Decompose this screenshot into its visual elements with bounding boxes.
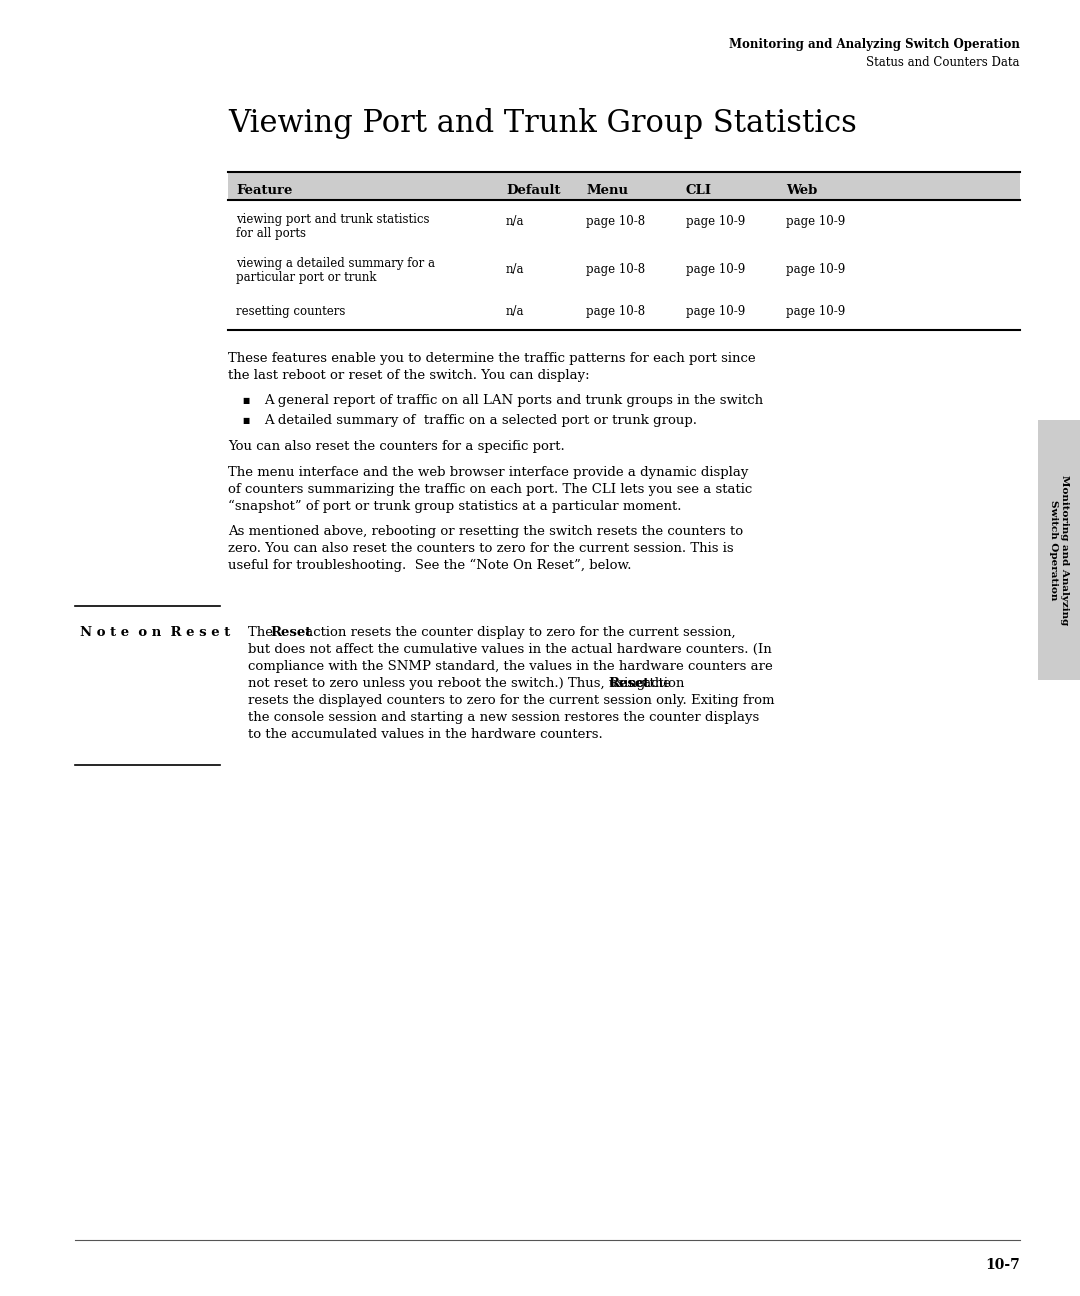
Text: Reset: Reset (270, 626, 311, 639)
Bar (1038, 420, 1080, 680)
Text: resets the displayed counters to zero for the current session only. Exiting from: resets the displayed counters to zero fo… (248, 693, 774, 708)
Text: ■: ■ (242, 416, 249, 425)
Text: particular port or trunk: particular port or trunk (237, 271, 377, 284)
Text: n/a: n/a (507, 306, 525, 319)
Text: to the accumulated values in the hardware counters.: to the accumulated values in the hardwar… (248, 728, 603, 741)
Text: Monitoring and Analyzing Switch Operation: Monitoring and Analyzing Switch Operatio… (729, 38, 1020, 51)
Text: n/a: n/a (507, 215, 525, 228)
Text: Viewing Port and Trunk Group Statistics: Viewing Port and Trunk Group Statistics (228, 108, 856, 139)
Text: The: The (248, 626, 278, 639)
Text: As mentioned above, rebooting or resetting the switch resets the counters to: As mentioned above, rebooting or resetti… (228, 525, 743, 538)
Text: ■: ■ (242, 397, 249, 406)
Text: CLI: CLI (686, 184, 712, 197)
Text: Feature: Feature (237, 184, 293, 197)
Text: for all ports: for all ports (237, 227, 306, 240)
Text: 10-7: 10-7 (985, 1258, 1020, 1271)
Text: Status and Counters Data: Status and Counters Data (866, 56, 1020, 69)
Text: N o t e  o n  R e s e t: N o t e o n R e s e t (80, 626, 230, 639)
Text: page 10-8: page 10-8 (586, 263, 645, 276)
Text: of counters summarizing the traffic on each port. The CLI lets you see a static: of counters summarizing the traffic on e… (228, 483, 753, 496)
Text: Default: Default (507, 184, 561, 197)
Text: page 10-9: page 10-9 (686, 215, 745, 228)
Text: “snapshot” of port or trunk group statistics at a particular moment.: “snapshot” of port or trunk group statis… (228, 500, 681, 513)
Text: zero. You can also reset the counters to zero for the current session. This is: zero. You can also reset the counters to… (228, 542, 733, 555)
Text: Web: Web (786, 184, 818, 197)
Text: resetting counters: resetting counters (237, 306, 346, 319)
Text: not reset to zero unless you reboot the switch.) Thus, using the: not reset to zero unless you reboot the … (248, 677, 675, 689)
Text: page 10-9: page 10-9 (786, 263, 846, 276)
Text: A detailed summary of  traffic on a selected port or trunk group.: A detailed summary of traffic on a selec… (264, 413, 697, 426)
Text: These features enable you to determine the traffic patterns for each port since: These features enable you to determine t… (228, 353, 756, 365)
Text: useful for troubleshooting.  See the “Note On Reset”, below.: useful for troubleshooting. See the “Not… (228, 559, 632, 573)
Text: n/a: n/a (507, 263, 525, 276)
Text: page 10-9: page 10-9 (786, 306, 846, 319)
Text: page 10-9: page 10-9 (686, 306, 745, 319)
Text: compliance with the SNMP standard, the values in the hardware counters are: compliance with the SNMP standard, the v… (248, 660, 773, 673)
Text: viewing a detailed summary for a: viewing a detailed summary for a (237, 257, 435, 270)
Text: The menu interface and the web browser interface provide a dynamic display: The menu interface and the web browser i… (228, 467, 748, 480)
Text: Menu: Menu (586, 184, 627, 197)
Text: A general report of traffic on all LAN ports and trunk groups in the switch: A general report of traffic on all LAN p… (264, 394, 764, 407)
Text: action resets the counter display to zero for the current session,: action resets the counter display to zer… (300, 626, 735, 639)
Text: the last reboot or reset of the switch. You can display:: the last reboot or reset of the switch. … (228, 369, 590, 382)
Text: page 10-9: page 10-9 (686, 263, 745, 276)
Text: Reset: Reset (609, 677, 650, 689)
Bar (228, 172, 1020, 200)
Text: the console session and starting a new session restores the counter displays: the console session and starting a new s… (248, 712, 759, 724)
Text: page 10-8: page 10-8 (586, 215, 645, 228)
Text: You can also reset the counters for a specific port.: You can also reset the counters for a sp… (228, 441, 565, 454)
Text: but does not affect the cumulative values in the actual hardware counters. (In: but does not affect the cumulative value… (248, 643, 772, 656)
Text: page 10-9: page 10-9 (786, 215, 846, 228)
Text: Monitoring and Analyzing
Switch Operation: Monitoring and Analyzing Switch Operatio… (1050, 474, 1069, 625)
Text: viewing port and trunk statistics: viewing port and trunk statistics (237, 213, 430, 226)
Text: action: action (639, 677, 685, 689)
Text: page 10-8: page 10-8 (586, 306, 645, 319)
